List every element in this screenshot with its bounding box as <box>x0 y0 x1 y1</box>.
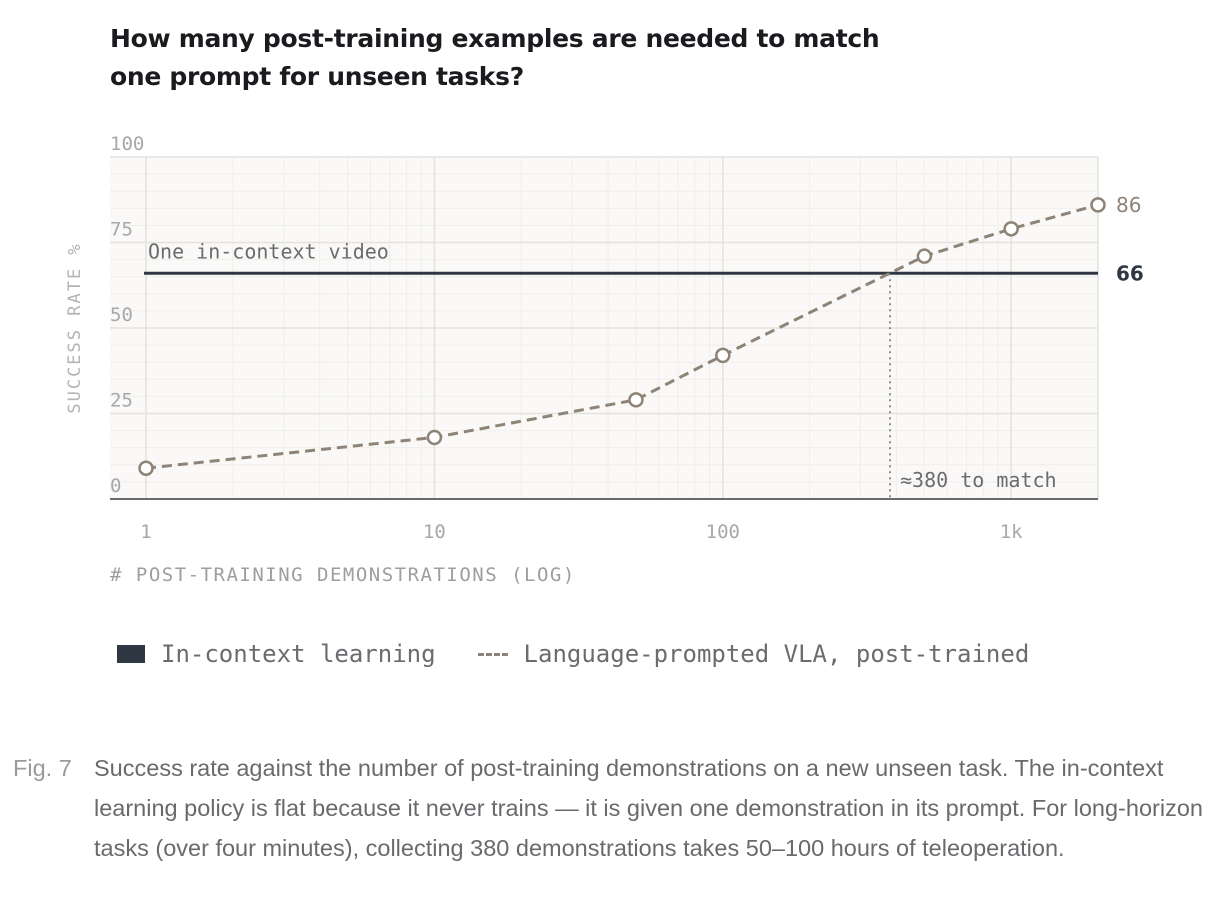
x-axis-label: # POST-TRAINING DEMONSTRATIONS (LOG) <box>110 564 576 586</box>
y-tick-label: 75 <box>110 219 133 241</box>
legend-swatch-dashed <box>477 652 508 656</box>
y-tick-label: 50 <box>110 304 133 326</box>
vla-point <box>1003 221 1019 237</box>
match-annotation: ≈380 to match <box>900 468 1057 492</box>
vla-point <box>426 429 443 446</box>
minor-grid <box>110 157 1098 499</box>
x-tick-label: 1 <box>140 521 151 543</box>
legend-label-vla: Language-prompted VLA, post-trained <box>523 640 1030 668</box>
y-tick-labels: 0 25 50 75 100 <box>110 133 144 497</box>
legend-swatch-solid <box>117 645 145 663</box>
in-context-end-label: 66 <box>1116 261 1144 285</box>
vla-end-label: 86 <box>1116 193 1141 217</box>
y-tick-label: 0 <box>110 475 121 497</box>
x-tick-label: 10 <box>423 521 446 543</box>
x-tick-label: 100 <box>706 521 740 543</box>
figure-caption: Fig. 7 Success rate against the number o… <box>13 748 1203 868</box>
vla-point <box>1090 197 1106 213</box>
caption-text: Success rate against the number of post-… <box>94 755 1203 861</box>
caption-label: Fig. 7 <box>13 755 72 781</box>
chart-title: How many post-training examples are need… <box>110 24 880 91</box>
major-grid <box>110 156 1099 499</box>
legend: In-context learning Language-prompted VL… <box>117 640 1029 668</box>
vla-point <box>916 248 933 264</box>
y-tick-label: 25 <box>110 390 133 412</box>
series-layer: One in-context video 66 ≈380 to match 86 <box>138 193 1144 499</box>
in-context-annotation: One in-context video <box>148 239 389 263</box>
x-tick-label: 1k <box>1000 521 1023 543</box>
vla-point <box>715 347 731 364</box>
x-tick-labels: 1 10 100 1k <box>140 521 1023 543</box>
legend-item-vla: Language-prompted VLA, post-trained <box>436 640 1030 668</box>
y-axis-label: SUCCESS RATE % <box>65 242 85 413</box>
y-tick-label: 100 <box>110 133 144 155</box>
legend-item-in-context: In-context learning <box>117 640 436 668</box>
chart: 0 25 50 75 100 1 10 100 1k SUCCESS RATE % # POS… <box>65 133 1144 586</box>
vla-point <box>628 392 644 408</box>
legend-label-in-context: In-context learning <box>161 640 436 668</box>
vla-point <box>138 460 154 476</box>
